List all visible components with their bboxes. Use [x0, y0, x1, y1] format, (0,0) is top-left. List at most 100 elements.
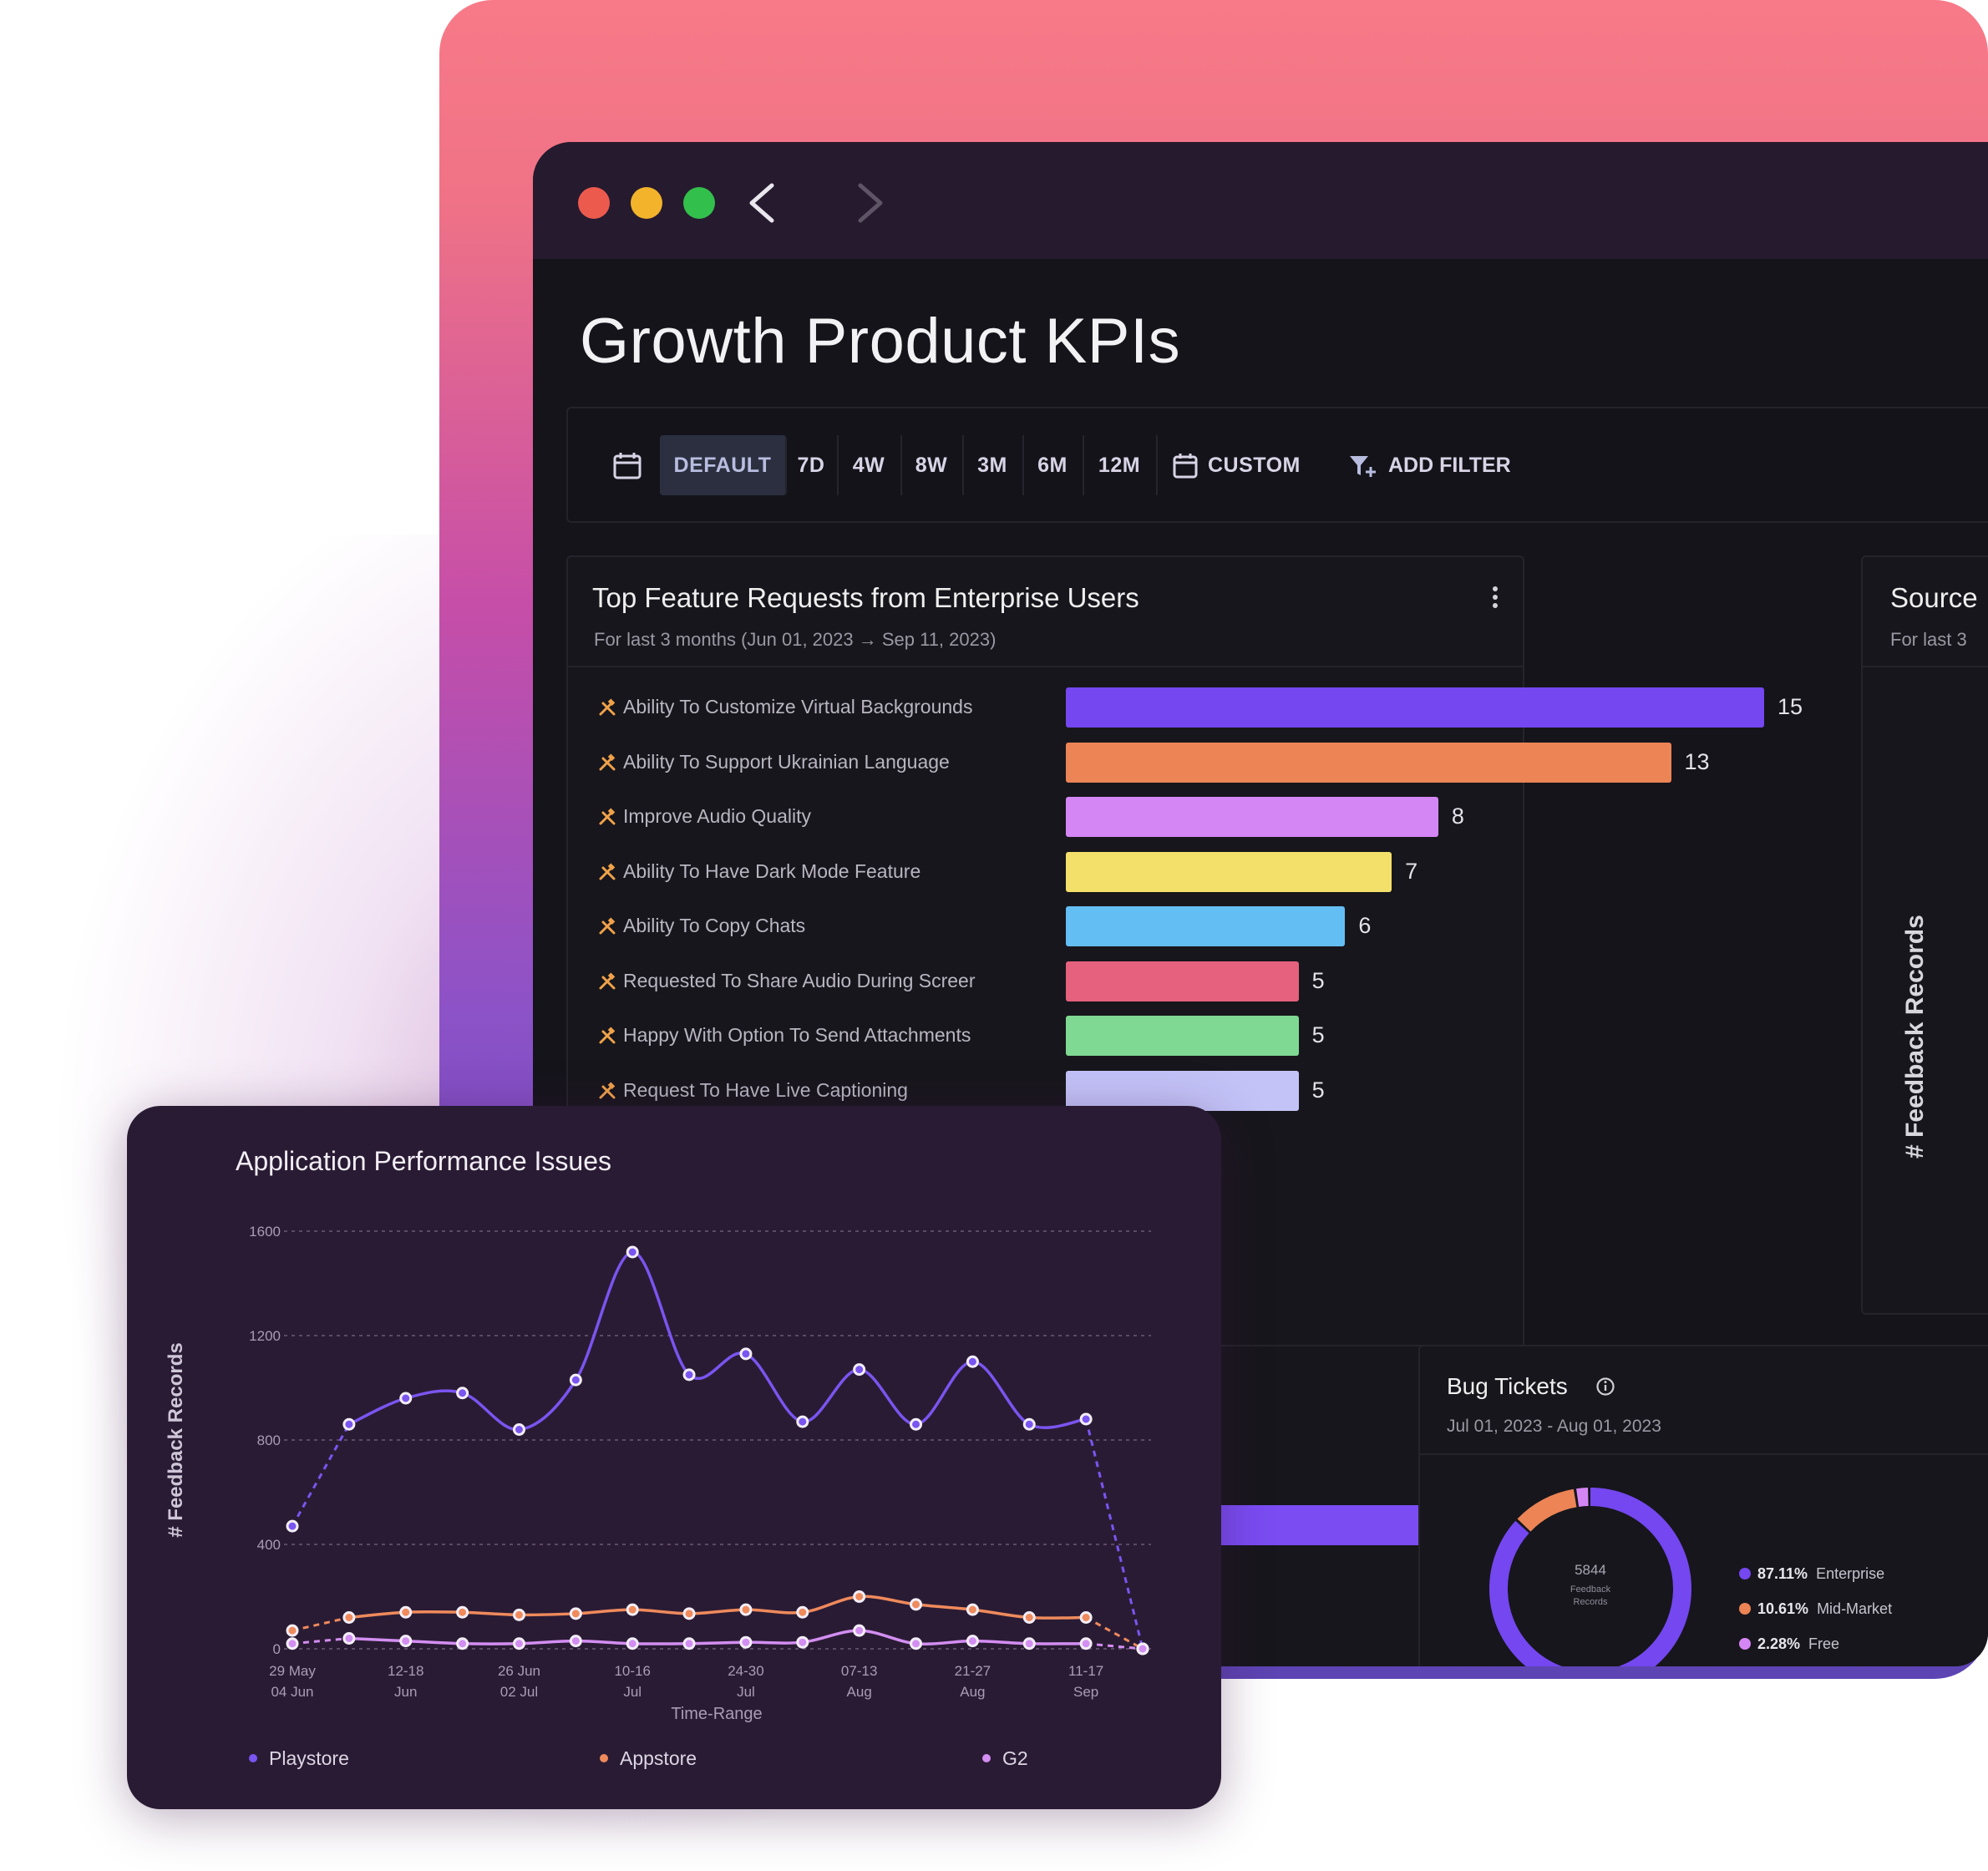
series-line-dashed	[1084, 1418, 1144, 1650]
data-point[interactable]	[910, 1417, 923, 1431]
data-point[interactable]	[739, 1603, 753, 1616]
tools-icon	[598, 1081, 616, 1100]
filter-3m[interactable]: 3M	[962, 435, 1024, 495]
legend-dot	[1739, 1638, 1751, 1650]
calendar-icon[interactable]	[612, 452, 642, 480]
data-point[interactable]	[1079, 1611, 1093, 1624]
donut-center-label: Feedback	[1570, 1585, 1611, 1595]
data-point[interactable]	[286, 1519, 299, 1533]
data-point[interactable]	[1079, 1637, 1093, 1650]
data-point[interactable]	[739, 1635, 753, 1649]
y-tick-label: 0	[273, 1641, 281, 1657]
data-point[interactable]	[796, 1605, 809, 1619]
divider	[1420, 1453, 1988, 1455]
more-menu-icon[interactable]	[1491, 586, 1499, 609]
data-point[interactable]	[966, 1635, 979, 1648]
feature-request-bar[interactable]	[1066, 797, 1438, 837]
page-title: Growth Product KPIs	[580, 306, 1181, 377]
data-point[interactable]	[342, 1611, 356, 1624]
data-point[interactable]	[342, 1632, 356, 1645]
series-line-dashed	[1085, 1642, 1144, 1650]
data-point[interactable]	[286, 1624, 299, 1637]
data-point[interactable]	[569, 1635, 582, 1648]
data-point[interactable]	[1022, 1417, 1036, 1431]
filter-default[interactable]: DEFAULT	[660, 435, 787, 495]
data-point[interactable]	[853, 1624, 866, 1637]
source-card: Source For last 3 # Feedback Records	[1861, 555, 1988, 1315]
feature-request-label: Ability To Support Ukrainian Language	[623, 750, 950, 773]
data-point[interactable]	[626, 1245, 639, 1259]
add-filter-button[interactable]: ADD FILTER	[1345, 435, 1545, 495]
data-point[interactable]	[1022, 1637, 1036, 1650]
data-point[interactable]	[456, 1637, 469, 1650]
filter-7d[interactable]: 7D	[785, 435, 839, 495]
feature-request-bar[interactable]	[1066, 906, 1346, 946]
data-point[interactable]	[456, 1387, 469, 1400]
data-point[interactable]	[569, 1373, 582, 1387]
legend-label: Mid-Market	[1817, 1600, 1893, 1617]
data-point[interactable]	[399, 1605, 413, 1619]
data-point[interactable]	[512, 1608, 525, 1621]
data-point[interactable]	[399, 1392, 413, 1405]
data-point[interactable]	[1079, 1412, 1093, 1426]
bug-tickets-card: Bug Tickets Jul 01, 2023 - Aug 01, 2023 …	[1418, 1345, 1988, 1666]
data-point[interactable]	[682, 1368, 696, 1382]
legend-percent: 87.11%	[1757, 1565, 1808, 1582]
tools-icon	[598, 917, 616, 936]
add-filter-label: ADD FILTER	[1388, 454, 1511, 477]
feature-request-label: Ability To Customize Virtual Backgrounds	[623, 696, 973, 717]
legend-item[interactable]: G2	[982, 1747, 1028, 1770]
data-point[interactable]	[966, 1355, 979, 1368]
maximize-window-button[interactable]	[683, 187, 715, 219]
data-point[interactable]	[456, 1605, 469, 1619]
feature-request-bar[interactable]	[1066, 1016, 1299, 1056]
data-point[interactable]	[399, 1635, 413, 1648]
legend-item[interactable]: Playstore	[249, 1747, 349, 1770]
performance-line-chart: 0 400 800 1200 1600 # Feedback Records 29 May 0…	[165, 1224, 1151, 1723]
card-header: Top Feature Requests from Enterprise Use…	[568, 557, 1523, 667]
data-point[interactable]	[286, 1637, 299, 1650]
data-point[interactable]	[853, 1590, 866, 1603]
data-point[interactable]	[569, 1607, 582, 1620]
data-point[interactable]	[342, 1417, 356, 1431]
divider	[1863, 666, 1988, 667]
data-point[interactable]	[910, 1637, 923, 1650]
data-point[interactable]	[1136, 1642, 1149, 1656]
filter-4w[interactable]: 4W	[837, 435, 902, 495]
card-title: Bug Tickets	[1447, 1373, 1568, 1399]
data-point[interactable]	[512, 1637, 525, 1650]
calendar-icon	[1173, 454, 1198, 479]
data-point[interactable]	[682, 1637, 696, 1650]
feature-request-bar[interactable]	[1066, 961, 1299, 1001]
data-point[interactable]	[966, 1603, 979, 1616]
data-point[interactable]	[739, 1347, 753, 1361]
feature-request-bar[interactable]	[1066, 851, 1392, 892]
card-subtitle: For last 3 months (Jun 01, 2023 → Sep 11…	[594, 629, 997, 650]
info-icon[interactable]	[1595, 1377, 1615, 1397]
y-axis-label: # Feedback Records	[1901, 915, 1929, 1159]
filter-6m[interactable]: 6M	[1022, 435, 1084, 495]
data-point[interactable]	[796, 1415, 809, 1428]
data-point[interactable]	[1022, 1611, 1036, 1624]
legend-item[interactable]: Appstore	[600, 1747, 697, 1770]
data-point[interactable]	[853, 1363, 866, 1377]
data-point[interactable]	[910, 1598, 923, 1611]
series-line-dashed	[292, 1637, 350, 1645]
data-point[interactable]	[796, 1635, 809, 1649]
filter-12m[interactable]: 12M	[1083, 435, 1158, 495]
minimize-window-button[interactable]	[631, 187, 662, 219]
data-point[interactable]	[626, 1637, 639, 1650]
data-point[interactable]	[626, 1603, 639, 1616]
feature-request-bar[interactable]	[1066, 687, 1764, 728]
donut-segment[interactable]	[1489, 1488, 1691, 1666]
feature-request-bar[interactable]	[1066, 742, 1671, 783]
forward-arrow-icon[interactable]	[849, 180, 892, 226]
filter-8w[interactable]: 8W	[900, 435, 964, 495]
close-window-button[interactable]	[578, 187, 610, 219]
filter-custom[interactable]: CUSTOM	[1156, 435, 1328, 495]
data-point[interactable]	[682, 1607, 696, 1620]
data-point[interactable]	[512, 1423, 525, 1436]
card-title: Source	[1890, 582, 1978, 613]
feature-request-bar[interactable]	[1066, 1070, 1299, 1111]
back-arrow-icon[interactable]	[740, 180, 784, 226]
